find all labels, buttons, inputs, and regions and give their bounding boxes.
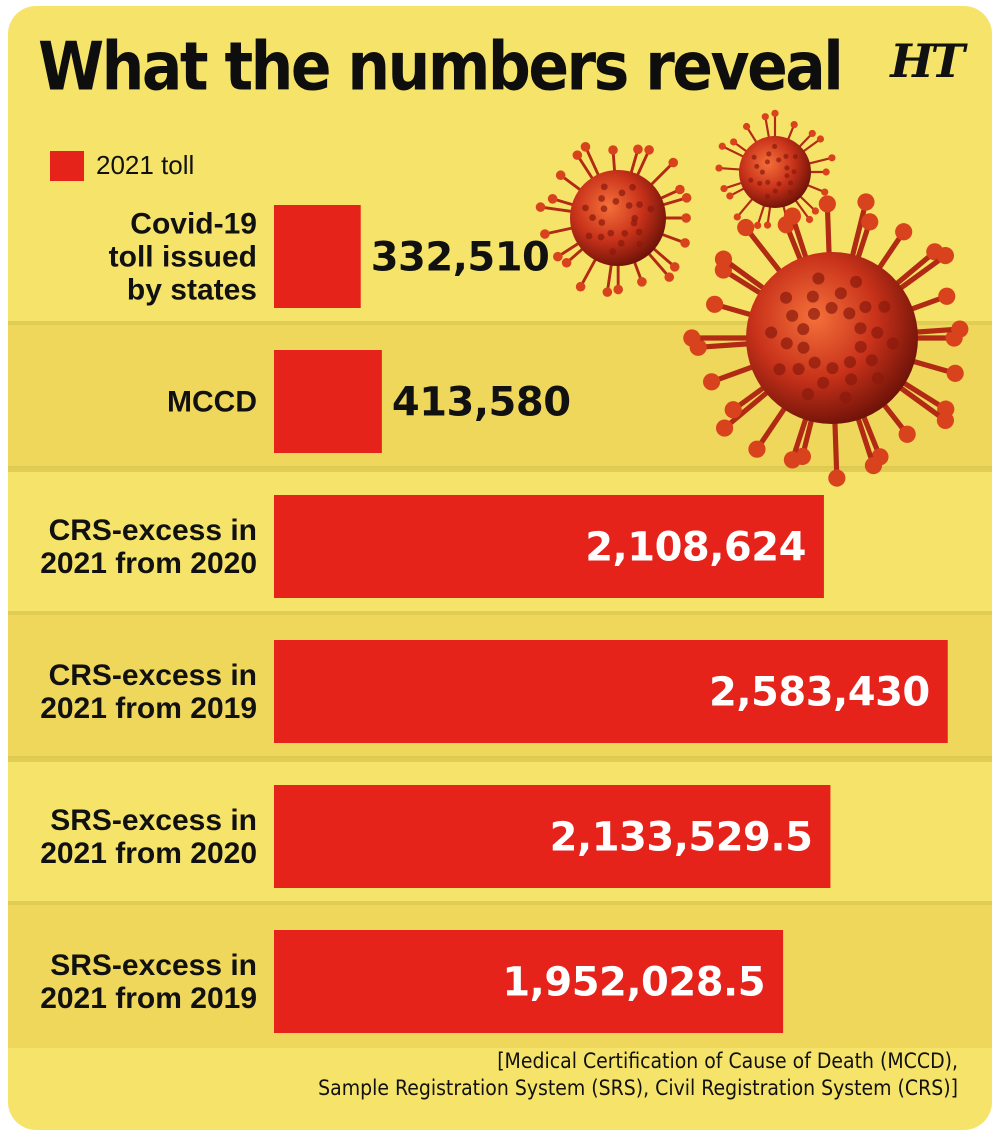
source-note: [Medical Certification of Cause of Death…: [318, 1048, 958, 1102]
category-label: MCCD: [167, 386, 257, 419]
chart-title: What the numbers reveal: [38, 28, 844, 107]
category-label: Covid-19 toll issued by states: [109, 208, 257, 307]
category-label: SRS-excess in 2021 from 2019: [40, 949, 257, 1015]
category-label: SRS-excess in 2021 from 2020: [40, 804, 257, 870]
virus-illustration: [535, 109, 969, 487]
band-divider: [8, 756, 992, 762]
source-line: [Medical Certification of Cause of Death…: [497, 1049, 958, 1073]
band-divider: [8, 611, 992, 617]
legend-swatch: [50, 150, 84, 181]
category-label: CRS-excess in 2021 from 2020: [40, 514, 257, 580]
virus-icon: [715, 109, 836, 230]
bar: [274, 205, 361, 308]
band-divider: [8, 466, 992, 472]
virus-icon: [535, 142, 692, 297]
value-label: 2,133,529.5: [550, 815, 813, 861]
legend: 2021 toll: [50, 150, 194, 181]
band-divider: [8, 901, 992, 907]
bar: [274, 350, 382, 453]
ht-logo: HT: [890, 34, 965, 88]
bar: [274, 495, 824, 598]
value-label: 2,108,624: [585, 525, 806, 571]
virus-icon: [683, 193, 969, 487]
value-label: 332,510: [371, 235, 550, 281]
bar: [274, 785, 831, 888]
value-label: 413,580: [392, 380, 571, 426]
legend-label: 2021 toll: [96, 150, 195, 180]
band-divider: [8, 321, 992, 327]
value-label: 1,952,028.5: [502, 960, 765, 1006]
bar: [274, 930, 784, 1033]
category-label: CRS-excess in 2021 from 2019: [40, 659, 257, 725]
source-line: Sample Registration System (SRS), Civil …: [318, 1076, 958, 1100]
bar: [274, 640, 948, 743]
value-label: 2,583,430: [709, 670, 930, 716]
